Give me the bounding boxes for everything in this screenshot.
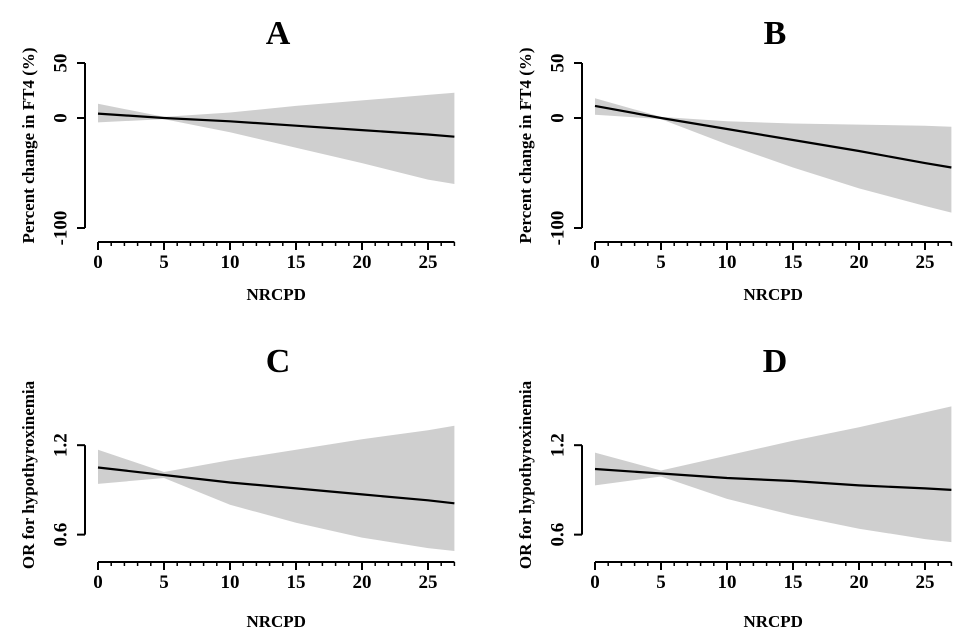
y-tick-label: 1.2 <box>50 433 71 457</box>
y-tick-label: 50 <box>50 54 71 73</box>
fitted-line <box>97 112 455 138</box>
x-tick-label: 25 <box>419 252 438 273</box>
x-tick-label: 10 <box>221 252 240 273</box>
panel-a: 50 0 -100 Percent change in FT4 (%) 0 5 10 15 20… <box>19 15 456 304</box>
panel-title: A <box>266 15 291 52</box>
y-tick-label: 0.6 <box>50 523 71 547</box>
y-tick-label: 0.6 <box>547 523 568 547</box>
x-tick-label: 20 <box>850 252 869 273</box>
confidence-band <box>98 425 455 551</box>
x-tick-label: 15 <box>287 572 306 593</box>
x-tick-label: 5 <box>656 252 666 273</box>
panel-c: 0.6 1.2 OR for hypothyroxinemia 0 5 10 15 20 25 N… <box>19 343 456 631</box>
x-tick-label: 5 <box>159 252 169 273</box>
x-axis-label: NRCPD <box>743 285 803 304</box>
y-axis-label: OR for hypothyroxinemia <box>516 380 535 569</box>
y-tick-label: -100 <box>50 211 71 246</box>
y-tick-label: 1.2 <box>547 433 568 457</box>
panel-d: 0.6 1.2 OR for hypothyroxinemia 0 5 10 15 20 25 N… <box>516 343 953 631</box>
x-axis-label: NRCPD <box>743 612 803 631</box>
x-tick-label: 20 <box>353 252 372 273</box>
x-tick-label: 25 <box>916 252 935 273</box>
panel-b: 50 0 -100 Percent change in FT4 (%) 0 5 10 15 20… <box>516 15 953 304</box>
fitted-line <box>594 104 952 169</box>
x-tick-label: 10 <box>221 572 240 593</box>
y-tick-label: -100 <box>547 211 568 246</box>
confidence-band <box>595 406 952 543</box>
x-axis-label: NRCPD <box>246 285 306 304</box>
x-tick-label: 0 <box>590 252 600 273</box>
y-tick-label: 0 <box>50 113 71 123</box>
x-tick-label: 25 <box>916 572 935 593</box>
confidence-band <box>595 98 952 213</box>
y-tick-label: 0 <box>547 113 568 123</box>
x-tick-label: 10 <box>718 572 737 593</box>
x-axis-label: NRCPD <box>246 612 306 631</box>
panel-title: D <box>763 343 788 380</box>
x-tick-label: 15 <box>784 572 803 593</box>
x-tick-label: 20 <box>850 572 869 593</box>
y-axis-label: Percent change in FT4 (%) <box>19 47 38 243</box>
panel-title: C <box>266 343 291 380</box>
y-axis-label: Percent change in FT4 (%) <box>516 47 535 243</box>
x-tick-label: 0 <box>93 252 103 273</box>
confidence-band <box>98 92 455 184</box>
fitted-line <box>97 466 455 505</box>
x-tick-label: 5 <box>159 572 169 593</box>
x-tick-label: 0 <box>93 572 103 593</box>
x-tick-label: 15 <box>287 252 306 273</box>
x-tick-label: 0 <box>590 572 600 593</box>
panel-title: B <box>764 15 787 52</box>
fitted-line <box>594 467 952 491</box>
x-tick-label: 25 <box>419 572 438 593</box>
y-axis-label: OR for hypothyroxinemia <box>19 380 38 569</box>
x-tick-label: 20 <box>353 572 372 593</box>
x-tick-label: 15 <box>784 252 803 273</box>
x-tick-label: 10 <box>718 252 737 273</box>
y-tick-label: 50 <box>547 54 568 73</box>
x-tick-label: 5 <box>656 572 666 593</box>
